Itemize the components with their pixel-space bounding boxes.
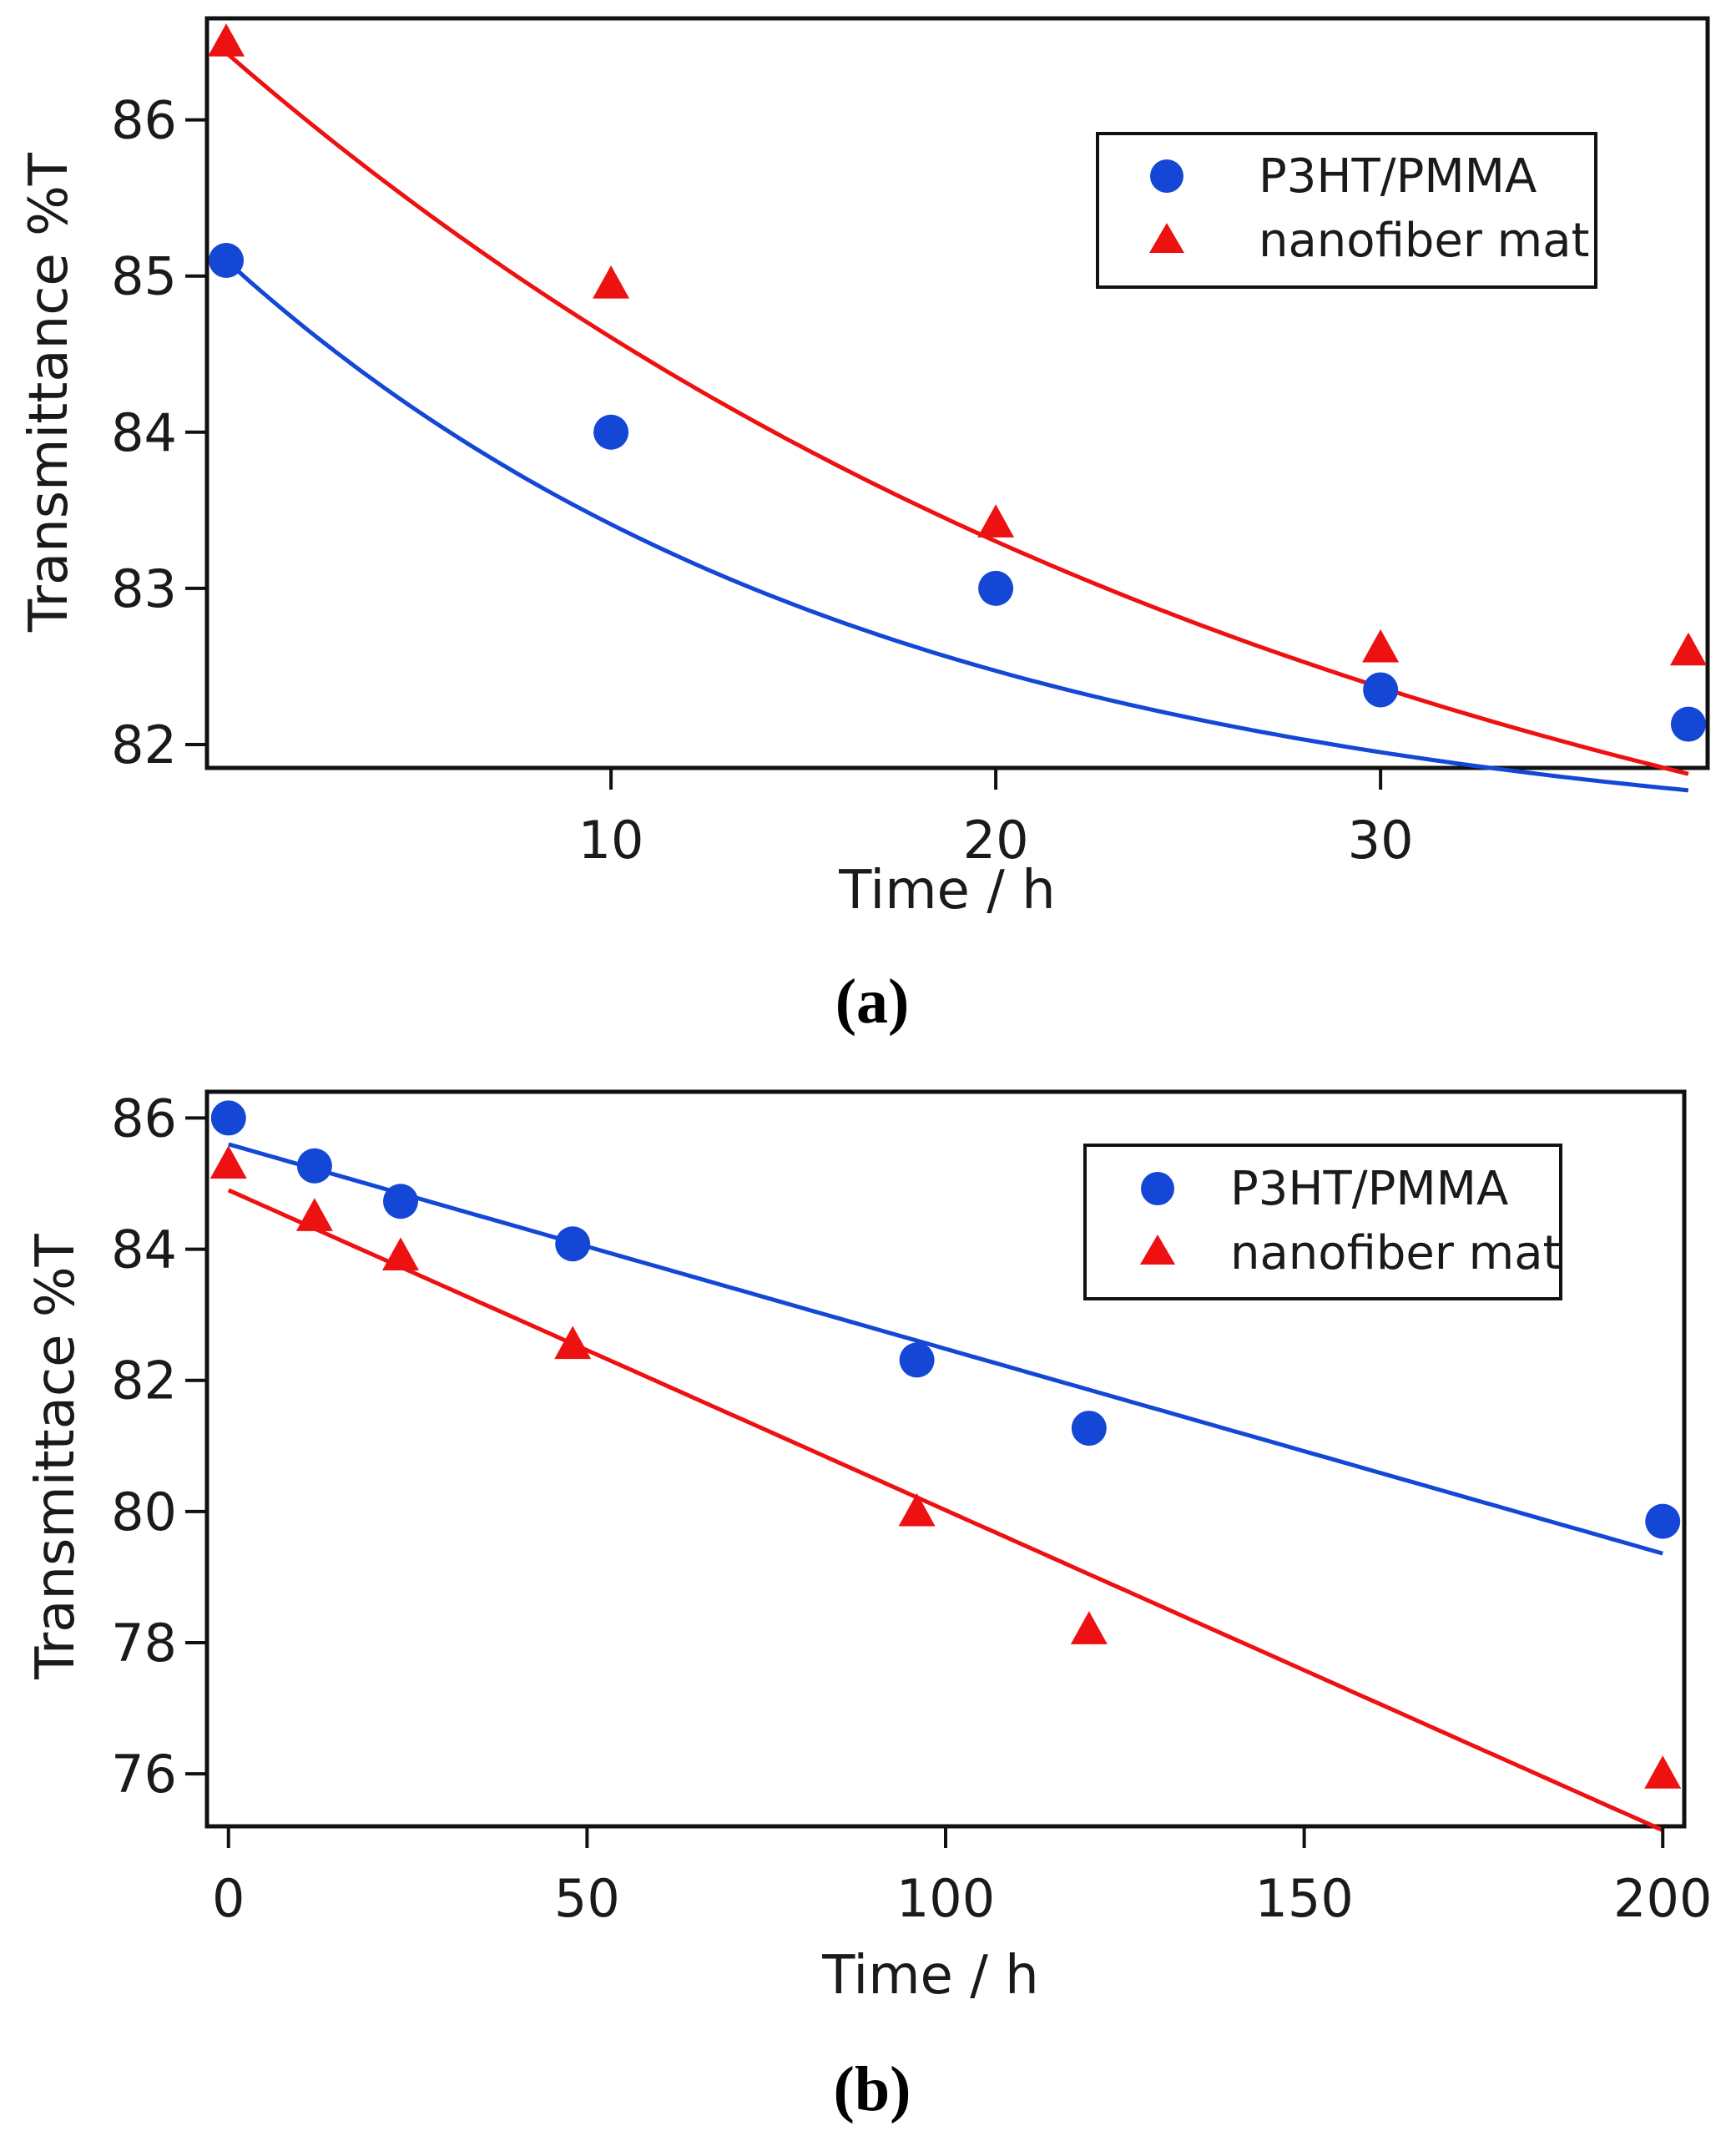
panel-a-y-tick-label: 85: [111, 246, 177, 307]
panel-b-legend-box: [1083, 1144, 1562, 1300]
panel-a-fit-p3ht-pmma: [225, 259, 1689, 793]
panel-a-point-nanofiber-mat: [1669, 632, 1707, 666]
panel-b-point-nanofiber-mat: [381, 1237, 419, 1271]
panel-b-x-tick-label: 100: [896, 1868, 995, 1929]
panel-b-y-axis-label: Transmittace %T: [25, 1233, 87, 1679]
panel-a-y-tick-label: 86: [111, 90, 177, 151]
panel-a-plot-frame: [204, 16, 1710, 770]
panel-a-data-points: [208, 23, 1707, 742]
panel-a-fit-curves: [225, 51, 1689, 793]
panel-a-y-tick-label: 84: [111, 402, 177, 463]
panel-b-legend: P3HT/PMMA nanofiber mat: [1083, 1144, 1562, 1300]
panel-b-point-p3ht-pmma: [1645, 1503, 1681, 1539]
panel-b-legend-label-nanofiber-mat: nanofiber mat: [1230, 1226, 1561, 1280]
panel-a-y-tick-label: 82: [111, 714, 177, 775]
panel-a-point-nanofiber-mat: [208, 23, 245, 57]
panel-b-label: (b): [834, 2054, 911, 2124]
panel-b-point-nanofiber-mat: [554, 1325, 592, 1360]
panel-a-legend: P3HT/PMMA nanofiber mat: [1096, 132, 1597, 289]
panel-b-fit-lines: [227, 1142, 1664, 1832]
panel-b-point-nanofiber-mat: [898, 1492, 936, 1527]
panel-b-x-tick-label: 200: [1613, 1868, 1712, 1929]
panel-b-point-p3ht-pmma: [382, 1184, 418, 1219]
panel-a-point-nanofiber-mat: [1362, 629, 1400, 663]
panel-b-y-tick-label: 80: [111, 1482, 177, 1543]
panel-b-point-nanofiber-mat: [295, 1198, 333, 1231]
panel-a-legend-marker-nanofiber-mat: [1149, 223, 1184, 253]
panel-a-legend-marker-p3ht-pmma: [1150, 159, 1183, 193]
panel-b-legend-marker-nanofiber-mat: [1140, 1235, 1175, 1265]
panel-a-x-tick-label: 20: [963, 810, 1029, 871]
panel-a-point-nanofiber-mat: [977, 504, 1015, 538]
panel-b: 76 78 80 82 84 86 0 50 100 150 200 Transmittace %T…: [25, 1088, 1712, 2124]
panel-a-x-axis-label: Time / h: [838, 860, 1055, 922]
panel-a-label: (a): [835, 967, 910, 1037]
panel-b-point-p3ht-pmma: [210, 1100, 246, 1136]
panel-a-x-tick-label: 30: [1348, 810, 1414, 871]
panel-b-point-p3ht-pmma: [555, 1226, 591, 1262]
panel-b-x-tick-label: 0: [212, 1868, 245, 1929]
panel-b-y-tick-label: 82: [111, 1351, 177, 1411]
panel-b-y-tick-label: 84: [111, 1219, 177, 1280]
panel-a-point-p3ht-pmma: [593, 414, 629, 450]
panel-b-y-tick-label: 78: [111, 1613, 177, 1674]
panel-a-point-p3ht-pmma: [1670, 706, 1706, 742]
panel-a-legend-box: [1096, 132, 1597, 289]
panel-a-point-nanofiber-mat: [593, 265, 630, 299]
panel-a-x-tick-label: 10: [578, 810, 644, 871]
panel-b-point-p3ht-pmma: [296, 1148, 332, 1184]
panel-a-fit-nanofiber-mat: [225, 51, 1689, 776]
panel-a-legend-label-p3ht-pmma: P3HT/PMMA: [1259, 149, 1537, 204]
panel-b-fit-p3ht-pmma: [228, 1142, 1663, 1556]
panel-b-y-tick-label: 76: [111, 1744, 177, 1805]
panel-b-point-nanofiber-mat: [1070, 1611, 1108, 1644]
panel-a-legend-label-nanofiber-mat: nanofiber mat: [1259, 214, 1589, 268]
panel-b-ticks: 76 78 80 82 84 86 0 50 100 150 200: [111, 1088, 1712, 1929]
panel-b-legend-label-p3ht-pmma: P3HT/PMMA: [1230, 1162, 1508, 1216]
panel-a-y-tick-label: 83: [111, 558, 177, 619]
panel-b-x-tick-label: 150: [1254, 1868, 1353, 1929]
panel-b-data-points: [209, 1100, 1682, 1789]
panel-b-x-axis-label: Time / h: [821, 1945, 1038, 2007]
panel-b-x-tick-label: 50: [554, 1868, 620, 1929]
panel-b-point-p3ht-pmma: [899, 1342, 935, 1378]
panel-b-y-tick-label: 86: [111, 1088, 177, 1149]
panel-a-point-p3ht-pmma: [1363, 672, 1399, 708]
panel-a-point-p3ht-pmma: [209, 242, 245, 278]
panel-b-fit-nanofiber-mat: [227, 1188, 1664, 1832]
panel-b-point-p3ht-pmma: [1071, 1411, 1107, 1447]
panel-b-point-nanofiber-mat: [1644, 1755, 1682, 1789]
panel-b-legend-marker-p3ht-pmma: [1141, 1172, 1174, 1205]
panel-a: 82 83 84 85 86 10 20 30 Transmittance %T Time /…: [18, 16, 1710, 1037]
panel-a-y-axis-label: Transmittance %T: [18, 152, 80, 633]
panel-a-ticks: 82 83 84 85 86 10 20 30: [111, 90, 1413, 871]
panel-a-point-p3ht-pmma: [978, 570, 1014, 606]
panel-b-point-nanofiber-mat: [209, 1145, 247, 1179]
